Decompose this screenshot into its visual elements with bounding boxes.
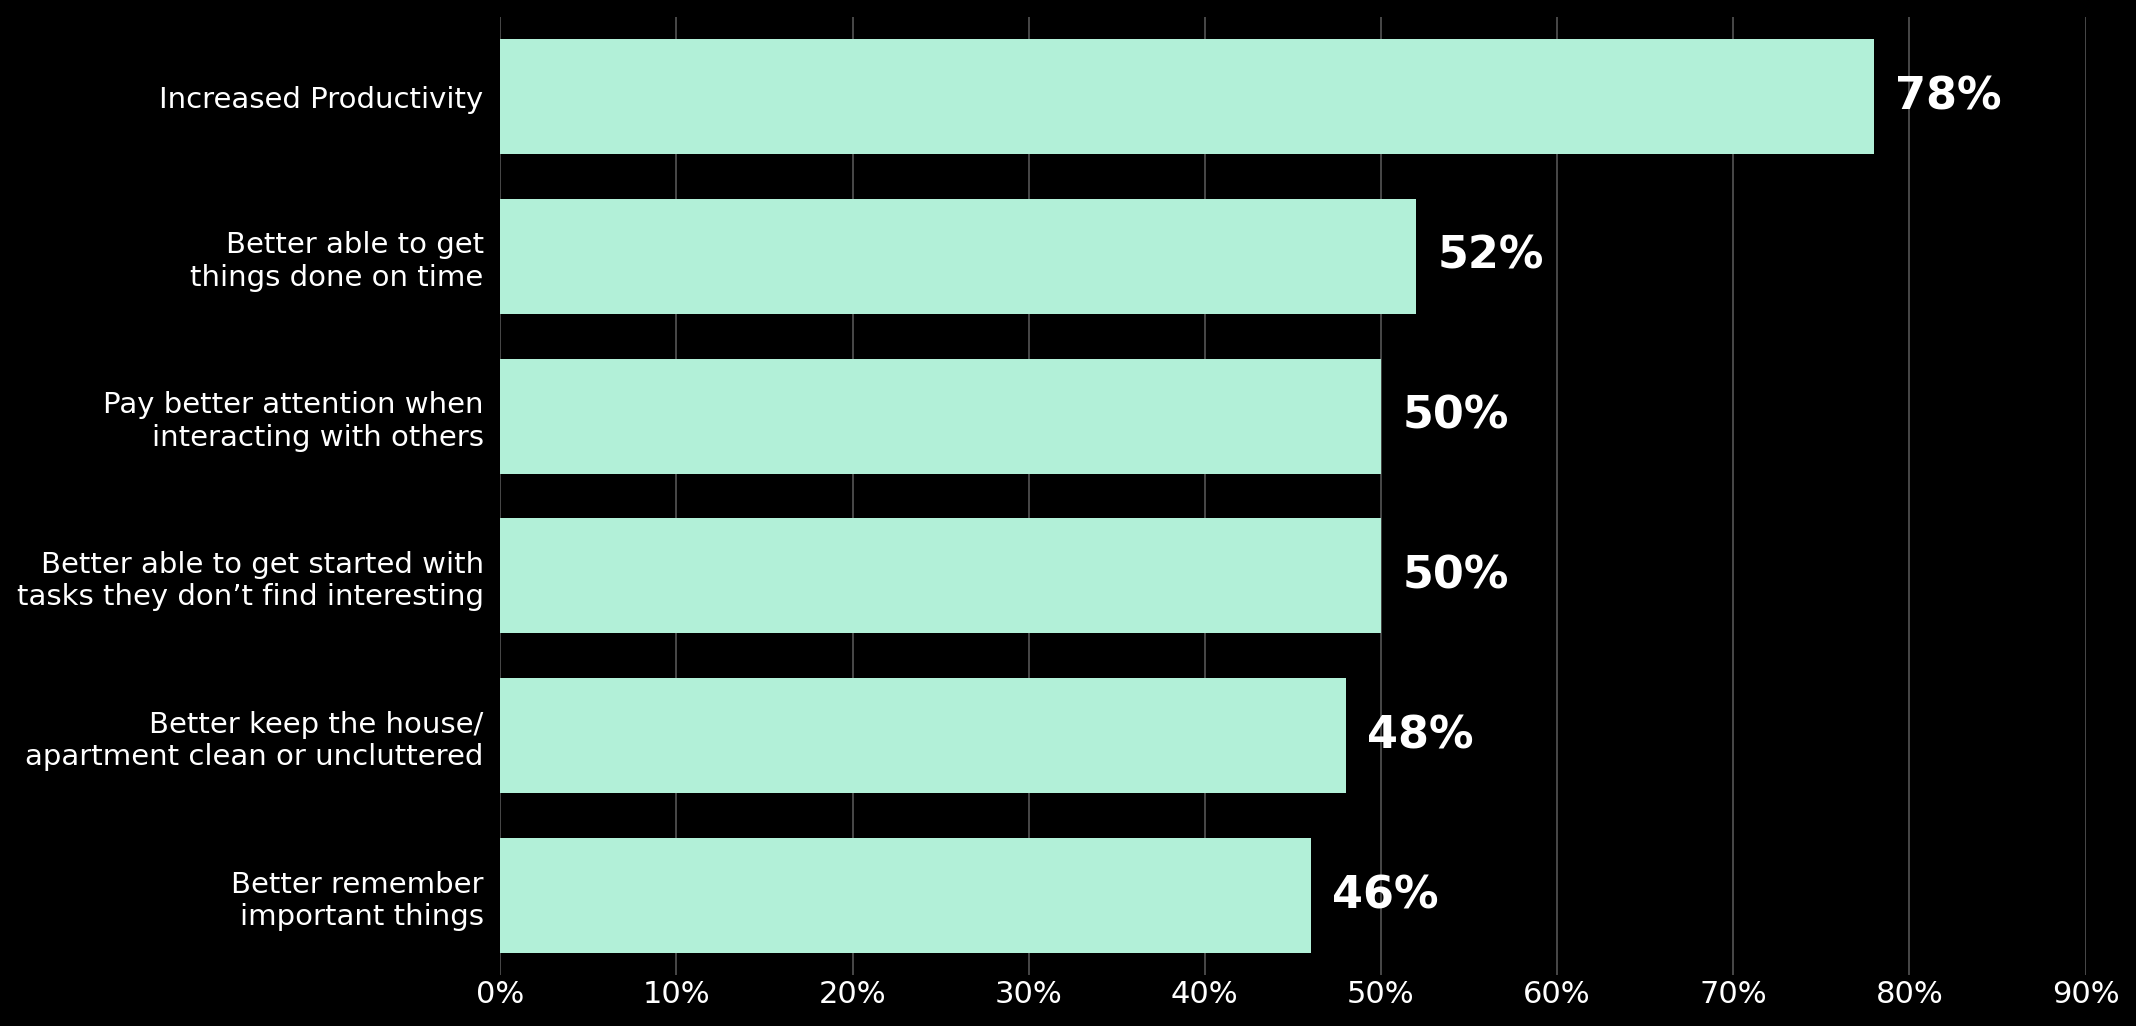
- Text: 46%: 46%: [1331, 874, 1438, 917]
- Bar: [500, 199, 1416, 314]
- Text: 52%: 52%: [1438, 235, 1544, 278]
- Bar: [500, 359, 1382, 474]
- Bar: [500, 39, 1873, 154]
- Text: 50%: 50%: [1401, 395, 1508, 438]
- Bar: [500, 838, 1312, 953]
- Text: 78%: 78%: [1895, 75, 2001, 118]
- Text: 48%: 48%: [1367, 714, 1474, 757]
- Text: 50%: 50%: [1401, 554, 1508, 597]
- Bar: [500, 518, 1382, 633]
- Bar: [500, 678, 1346, 793]
